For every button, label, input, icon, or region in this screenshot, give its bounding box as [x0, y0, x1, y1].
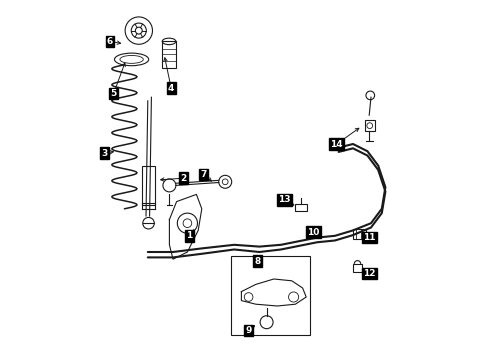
Bar: [353, 229, 366, 239]
Text: 14: 14: [330, 140, 343, 149]
Bar: [295, 204, 307, 211]
Text: 2: 2: [181, 174, 187, 183]
Bar: [353, 264, 362, 272]
Bar: [365, 120, 374, 131]
Bar: [142, 166, 155, 205]
Text: 3: 3: [101, 149, 108, 158]
Text: 11: 11: [363, 233, 375, 242]
Text: 12: 12: [363, 269, 375, 278]
Text: 8: 8: [254, 256, 261, 266]
Text: 10: 10: [307, 228, 319, 237]
Bar: [231, 256, 310, 335]
Text: 9: 9: [245, 326, 252, 335]
Text: 6: 6: [107, 37, 113, 46]
Bar: [162, 41, 176, 68]
Text: 13: 13: [278, 195, 291, 204]
Text: 4: 4: [168, 84, 174, 93]
Text: 5: 5: [110, 89, 117, 98]
Text: 1: 1: [186, 231, 193, 240]
Text: 7: 7: [200, 170, 207, 179]
